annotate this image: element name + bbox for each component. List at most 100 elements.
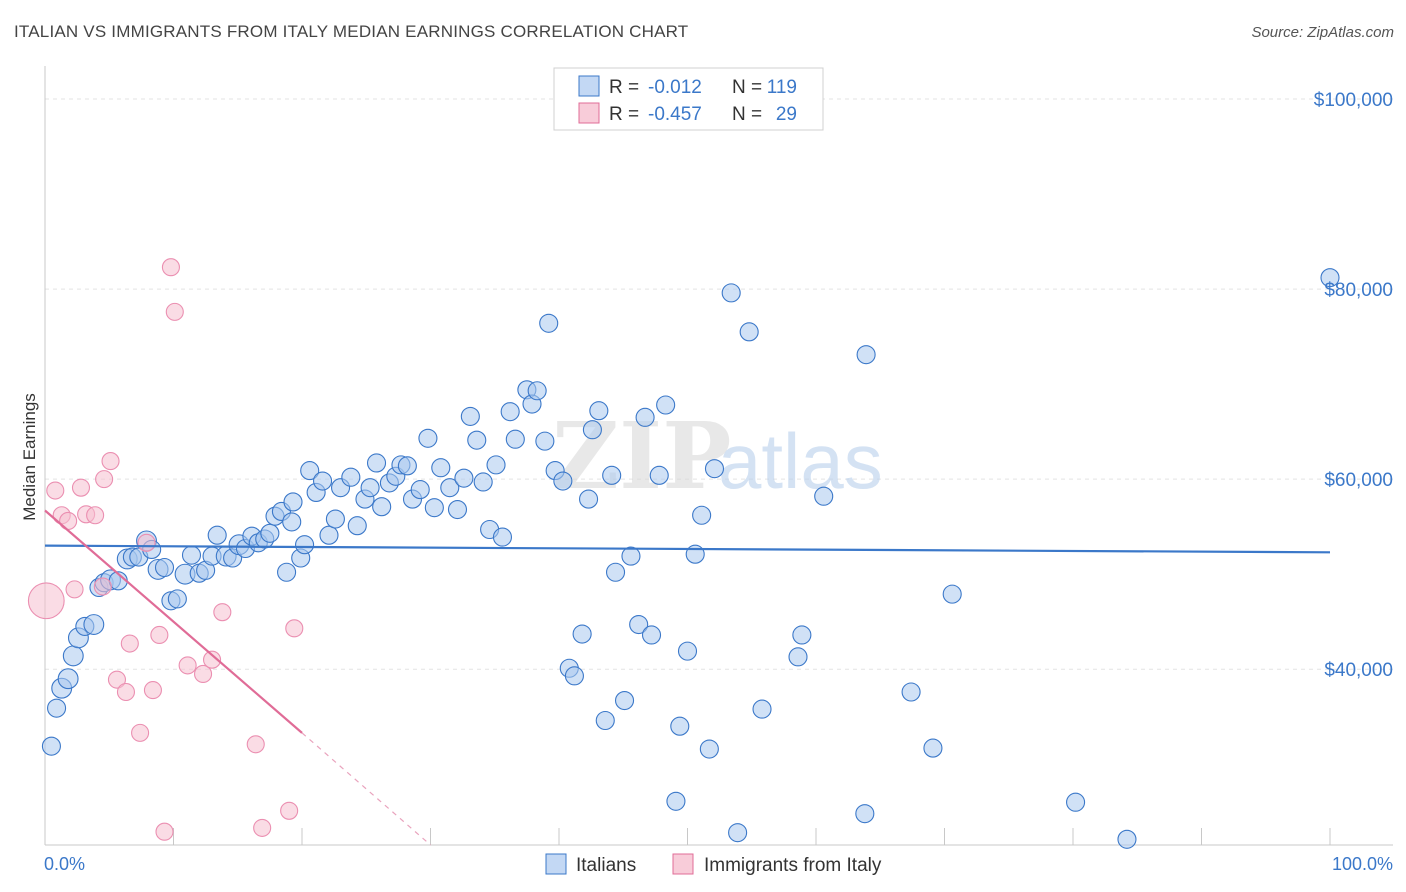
point-italians [431,458,451,478]
point-italians [752,699,772,719]
point-immigrants-from-italy [213,603,232,622]
point-italians [505,429,525,449]
series-immigrants-from-italy [27,258,304,841]
point-italians [728,823,748,843]
point-italians [539,313,559,333]
point-italians [923,738,943,758]
point-immigrants-from-italy [246,735,265,754]
point-immigrants-from-italy [137,533,156,552]
point-italians [656,395,676,415]
bottom-legend: Italians Immigrants from Italy [545,853,882,876]
point-immigrants-from-italy [253,818,272,837]
point-italians [447,499,468,520]
legend-r-value-immigrants: -0.457 [648,104,702,125]
point-italians [739,322,759,342]
point-italians [1117,829,1137,849]
point-immigrants-from-italy [143,681,162,700]
point-immigrants-from-italy [116,682,136,702]
x-tick-labels: 0.0% 100.0% [44,854,1393,874]
point-italians [692,505,712,525]
y-tick-label: $60,000 [1324,470,1393,491]
point-immigrants-from-italy [155,822,174,841]
point-italians [901,682,921,702]
grid [45,98,1393,670]
legend-r-value-italians: -0.012 [648,77,702,98]
point-italians [621,546,641,566]
point-italians [666,791,686,811]
point-italians [154,557,175,578]
point-italians [677,641,698,661]
point-italians [418,428,438,448]
point-italians [181,545,202,565]
point-italians [440,478,460,498]
point-italians [424,498,444,518]
trend-lines [44,509,1331,846]
x-tick-label-max: 100.0% [1332,854,1393,874]
point-immigrants-from-italy [71,478,91,497]
point-italians [486,455,506,475]
point-italians [467,430,487,450]
point-italians [41,736,61,756]
legend-swatch-immigrants [578,102,600,124]
point-immigrants-from-italy [27,582,65,620]
point-italians [260,523,280,543]
point-italians [62,645,84,667]
watermark-atlas: atlas [718,417,883,505]
point-italians [454,468,474,488]
legend-swatch-italians [578,75,600,97]
point-immigrants-from-italy [107,670,127,689]
point-italians [582,420,602,440]
y-tick-label: $40,000 [1324,660,1393,681]
point-italians [473,472,493,492]
point-italians [527,381,547,401]
legend-box: R = -0.012 N = 119 R = -0.457 N = 29 [553,67,824,131]
y-tick-label: $80,000 [1324,280,1393,301]
point-italians [605,562,626,582]
point-immigrants-from-italy [46,481,65,500]
point-italians [535,431,555,451]
point-italians [295,535,315,555]
point-italians [855,804,875,824]
point-italians [360,478,380,498]
point-italians [704,459,725,479]
point-italians [319,525,339,545]
chart-title: ITALIAN VS IMMIGRANTS FROM ITALY MEDIAN … [14,22,689,41]
point-italians [564,666,584,686]
point-italians [460,406,480,426]
legend-n-value-italians: 119 [767,77,797,98]
x-tick-label-min: 0.0% [44,854,85,874]
point-italians [282,512,302,532]
source-label: Source: ZipAtlas.com [1251,24,1394,41]
point-italians [602,465,622,485]
point-italians [372,497,392,517]
y-axis-label: Median Earnings [20,393,39,521]
point-italians [856,345,876,365]
point-italians [942,584,962,604]
point-italians [635,407,655,427]
point-italians [572,624,592,644]
point-immigrants-from-italy [161,258,180,277]
point-italians [167,589,187,609]
y-tick-label: $100,000 [1314,90,1393,111]
point-immigrants-from-italy [178,656,197,675]
y-tick-labels: $40,000 $60,000 $80,000 $100,000 [1314,90,1393,681]
point-italians [649,465,669,485]
point-italians [641,625,662,645]
point-italians [792,625,812,645]
point-immigrants-from-italy [120,634,139,653]
point-immigrants-from-italy [101,452,120,471]
point-italians [277,562,297,582]
point-immigrants-from-italy [194,664,213,683]
point-immigrants-from-italy [285,619,304,638]
point-italians [814,486,834,506]
point-italians [83,614,105,635]
point-italians [629,614,649,635]
point-immigrants-from-italy [165,302,184,321]
legend-n-label-italians: N = [732,77,762,98]
bottom-legend-label-italians: Italians [576,855,636,876]
trend-line-immigrants [44,509,303,734]
point-italians [579,489,599,509]
point-italians [313,471,333,491]
point-italians [1320,268,1340,288]
